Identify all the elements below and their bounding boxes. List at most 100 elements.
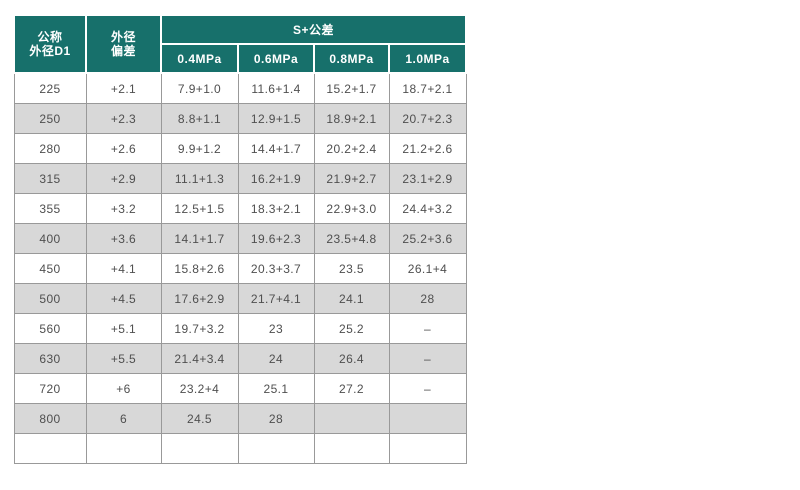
- cell-value-1-0mpa: –: [388, 373, 467, 404]
- cell-value-0-8mpa: [313, 433, 390, 464]
- cell-value-0-8mpa: 27.2: [313, 373, 390, 404]
- cell-value-0-8mpa: 24.1: [313, 283, 390, 314]
- cell-nominal-od: 400: [13, 223, 87, 254]
- cell-nominal-od: 630: [13, 343, 87, 374]
- cell-value-0-4mpa: [160, 433, 239, 464]
- cell-value-0-6mpa: 20.3+3.7: [237, 253, 315, 284]
- cell-od-deviation: +5.1: [85, 313, 162, 344]
- table-row: 630 +5.5 21.4+3.4 24 26.4 –: [13, 343, 467, 374]
- table-row: 560 +5.1 19.7+3.2 23 25.2 –: [13, 313, 467, 344]
- table-row: 280 +2.6 9.9+1.2 14.4+1.7 20.2+2.4 21.2+…: [13, 133, 467, 164]
- cell-value-0-6mpa: 25.1: [237, 373, 315, 404]
- cell-value-1-0mpa: [388, 433, 467, 464]
- cell-nominal-od: 225: [13, 72, 87, 104]
- cell-od-deviation: +2.3: [85, 103, 162, 134]
- cell-value-0-6mpa: 21.7+4.1: [237, 283, 315, 314]
- cell-value-0-8mpa: 22.9+3.0: [313, 193, 390, 224]
- cell-od-deviation: +6: [85, 373, 162, 404]
- cell-od-deviation: +4.1: [85, 253, 162, 284]
- cell-nominal-od: [13, 433, 87, 464]
- cell-od-deviation: +2.1: [85, 72, 162, 104]
- cell-value-1-0mpa: 26.1+4: [388, 253, 467, 284]
- cell-nominal-od: 720: [13, 373, 87, 404]
- cell-value-0-6mpa: 24: [237, 343, 315, 374]
- cell-value-0-8mpa: 20.2+2.4: [313, 133, 390, 164]
- header-row-pressures: 0.4MPa 0.6MPa 0.8MPa 1.0MPa: [14, 43, 467, 74]
- cell-value-0-8mpa: 26.4: [313, 343, 390, 374]
- cell-value-0-4mpa: 11.1+1.3: [160, 163, 239, 194]
- table-row: 500 +4.5 17.6+2.9 21.7+4.1 24.1 28: [13, 283, 467, 314]
- cell-value-0-8mpa: [313, 403, 390, 434]
- cell-value-0-8mpa: 21.9+2.7: [313, 163, 390, 194]
- header-pressure-0-4mpa: 0.4MPa: [160, 43, 239, 74]
- cell-value-0-6mpa: 14.4+1.7: [237, 133, 315, 164]
- cell-od-deviation: 6: [85, 403, 162, 434]
- cell-od-deviation: +2.6: [85, 133, 162, 164]
- cell-od-deviation: +2.9: [85, 163, 162, 194]
- cell-value-1-0mpa: 24.4+3.2: [388, 193, 467, 224]
- cell-nominal-od: 450: [13, 253, 87, 284]
- table-row: 225 +2.1 7.9+1.0 11.6+1.4 15.2+1.7 18.7+…: [13, 72, 467, 104]
- cell-value-0-8mpa: 23.5+4.8: [313, 223, 390, 254]
- cell-value-0-4mpa: 23.2+4: [160, 373, 239, 404]
- cell-od-deviation: +3.6: [85, 223, 162, 254]
- cell-value-0-8mpa: 15.2+1.7: [313, 72, 390, 104]
- cell-nominal-od: 560: [13, 313, 87, 344]
- cell-value-0-8mpa: 25.2: [313, 313, 390, 344]
- cell-value-0-4mpa: 8.8+1.1: [160, 103, 239, 134]
- cell-od-deviation: +4.5: [85, 283, 162, 314]
- cell-value-1-0mpa: –: [388, 343, 467, 374]
- table-row: 315 +2.9 11.1+1.3 16.2+1.9 21.9+2.7 23.1…: [13, 163, 467, 194]
- cell-value-0-6mpa: 18.3+2.1: [237, 193, 315, 224]
- cell-value-1-0mpa: 20.7+2.3: [388, 103, 467, 134]
- cell-value-0-8mpa: 23.5: [313, 253, 390, 284]
- cell-nominal-od: 800: [13, 403, 87, 434]
- cell-value-0-6mpa: 23: [237, 313, 315, 344]
- table-row: 800 6 24.5 28: [13, 403, 467, 434]
- pipe-tolerance-table: 公称 外径D1 外径 偏差 S+公差 0.4MPa 0.6MPa 0.8MPa …: [13, 14, 467, 464]
- header-pressure-0-8mpa: 0.8MPa: [313, 43, 390, 74]
- cell-value-0-4mpa: 17.6+2.9: [160, 283, 239, 314]
- cell-value-1-0mpa: –: [388, 313, 467, 344]
- cell-value-1-0mpa: 28: [388, 283, 467, 314]
- cell-od-deviation: +3.2: [85, 193, 162, 224]
- cell-nominal-od: 315: [13, 163, 87, 194]
- cell-value-0-4mpa: 21.4+3.4: [160, 343, 239, 374]
- header-od-deviation-line1: 外径: [110, 30, 136, 44]
- cell-value-0-4mpa: 9.9+1.2: [160, 133, 239, 164]
- cell-value-1-0mpa: 18.7+2.1: [388, 72, 467, 104]
- table-row: 355 +3.2 12.5+1.5 18.3+2.1 22.9+3.0 24.4…: [13, 193, 467, 224]
- cell-nominal-od: 280: [13, 133, 87, 164]
- cell-value-1-0mpa: [388, 403, 467, 434]
- cell-value-0-6mpa: 12.9+1.5: [237, 103, 315, 134]
- cell-value-0-4mpa: 19.7+3.2: [160, 313, 239, 344]
- cell-value-0-8mpa: 18.9+2.1: [313, 103, 390, 134]
- cell-nominal-od: 250: [13, 103, 87, 134]
- cell-value-0-4mpa: 24.5: [160, 403, 239, 434]
- header-nominal-od-line2: 外径D1: [29, 44, 71, 58]
- header-s-tolerance-group: S+公差: [160, 14, 467, 45]
- cell-nominal-od: 355: [13, 193, 87, 224]
- table-row: 450 +4.1 15.8+2.6 20.3+3.7 23.5 26.1+4: [13, 253, 467, 284]
- header-nominal-od-line1: 公称: [37, 30, 63, 44]
- cell-value-0-6mpa: [237, 433, 315, 464]
- table-row: 250 +2.3 8.8+1.1 12.9+1.5 18.9+2.1 20.7+…: [13, 103, 467, 134]
- cell-value-0-4mpa: 15.8+2.6: [160, 253, 239, 284]
- cell-value-0-6mpa: 11.6+1.4: [237, 72, 315, 104]
- table-row: 400 +3.6 14.1+1.7 19.6+2.3 23.5+4.8 25.2…: [13, 223, 467, 254]
- cell-value-1-0mpa: 25.2+3.6: [388, 223, 467, 254]
- header-row-top: 公称 外径D1 外径 偏差 S+公差: [13, 14, 467, 74]
- cell-value-1-0mpa: 23.1+2.9: [388, 163, 467, 194]
- cell-value-0-4mpa: 7.9+1.0: [160, 72, 239, 104]
- header-nominal-od: 公称 外径D1: [13, 14, 87, 74]
- cell-od-deviation: +5.5: [85, 343, 162, 374]
- cell-value-0-4mpa: 12.5+1.5: [160, 193, 239, 224]
- header-od-deviation-line2: 偏差: [110, 44, 136, 58]
- cell-nominal-od: 500: [13, 283, 87, 314]
- cell-value-1-0mpa: 21.2+2.6: [388, 133, 467, 164]
- cell-od-deviation: [85, 433, 162, 464]
- cell-value-0-6mpa: 19.6+2.3: [237, 223, 315, 254]
- header-od-deviation: 外径 偏差: [85, 14, 162, 74]
- cell-value-0-4mpa: 14.1+1.7: [160, 223, 239, 254]
